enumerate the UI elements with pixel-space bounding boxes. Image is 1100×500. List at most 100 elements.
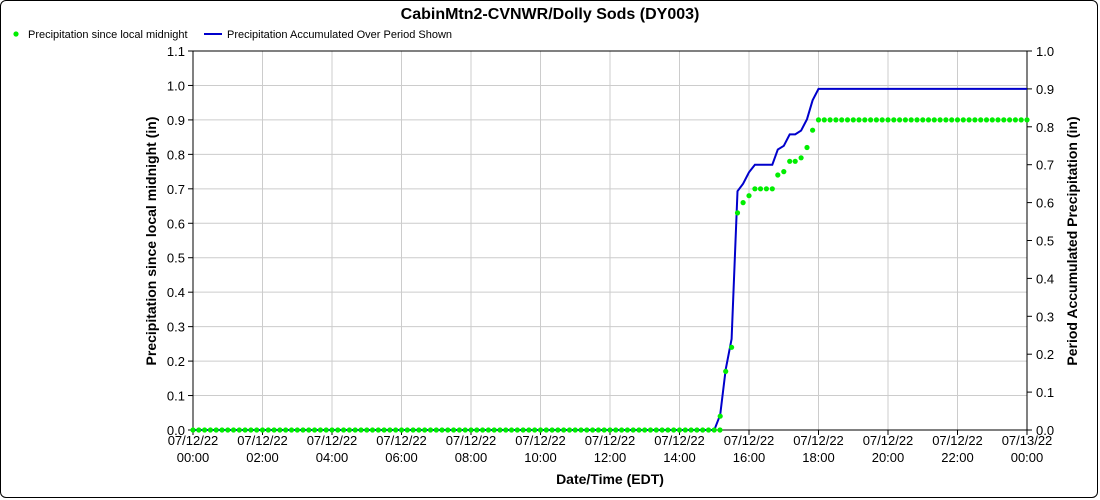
data-point [202, 427, 208, 433]
legend-marker-points [13, 31, 19, 37]
x-tick-label-time: 18:00 [802, 450, 835, 465]
data-point [358, 427, 364, 433]
data-point [995, 117, 1001, 123]
x-tick-label-time: 00:00 [177, 450, 210, 465]
data-point [717, 427, 723, 433]
data-point [798, 155, 804, 161]
data-point [323, 427, 329, 433]
data-point [1012, 117, 1019, 123]
data-point [433, 427, 439, 433]
data-point [242, 427, 248, 433]
y-tick-label-right: 0.2 [1036, 347, 1054, 362]
data-point [283, 427, 289, 433]
data-point [595, 427, 602, 433]
data-point [711, 427, 717, 433]
y-tick-label-left: 0.2 [167, 354, 185, 369]
data-point [920, 117, 926, 123]
data-point [213, 427, 219, 433]
legend-label-points: Precipitation since local midnight [28, 29, 188, 41]
x-tick-label-time: 02:00 [246, 450, 279, 465]
y-tick-label-left: 0.5 [167, 251, 185, 266]
data-point [404, 427, 410, 433]
data-point [925, 117, 932, 123]
data-point [265, 427, 271, 433]
y-tick-label-right: 0.6 [1036, 196, 1054, 211]
data-point [856, 117, 862, 123]
x-tick-label-time: 04:00 [316, 450, 349, 465]
data-point [688, 427, 694, 433]
data-point [659, 427, 665, 433]
data-point [294, 427, 300, 433]
x-tick-label-date: 07/12/22 [585, 433, 636, 448]
data-point [306, 427, 312, 433]
data-point [526, 427, 532, 433]
data-point [671, 427, 677, 433]
data-point [850, 117, 856, 123]
data-point [914, 117, 920, 123]
data-point [676, 427, 683, 433]
y-ticks-left: 0.0 0.1 0.2 0.3 0.4 0.5 0.6 0.7 0.8 0.9 1.0 1.1 [167, 44, 193, 438]
data-point [497, 427, 503, 433]
data-point [740, 200, 746, 206]
data-point [427, 427, 434, 433]
data-point [949, 117, 955, 123]
y-tick-label-left: 0.1 [167, 389, 185, 404]
data-point [561, 427, 567, 433]
y-tick-label-right: 0.7 [1036, 158, 1054, 173]
y-tick-label-right: 0.0 [1036, 423, 1054, 438]
data-point [480, 427, 486, 433]
data-point [723, 368, 729, 374]
data-point [364, 427, 370, 433]
x-tick-label-date: 07/12/22 [237, 433, 288, 448]
data-point [792, 158, 798, 164]
x-ticks: 07/12/22 00:00 07/12/22 02:00 07/12/22 04:00 0… [168, 430, 1052, 465]
data-point [341, 427, 347, 433]
data-point [572, 427, 578, 433]
data-point [1024, 117, 1030, 123]
data-point [537, 427, 544, 433]
data-point [624, 427, 631, 433]
data-point [259, 427, 266, 433]
data-point [804, 144, 810, 151]
data-point [462, 427, 468, 433]
data-point [393, 427, 399, 433]
data-point [815, 117, 822, 123]
data-point [966, 117, 972, 123]
data-point [729, 344, 735, 350]
data-point [734, 210, 741, 216]
data-point [578, 427, 584, 433]
y-tick-label-right: 0.5 [1036, 234, 1054, 249]
data-point [601, 427, 607, 433]
y-tick-label-left: 0.4 [167, 285, 185, 300]
data-point [700, 427, 706, 433]
data-point [508, 427, 515, 433]
data-point [665, 427, 671, 433]
data-point [763, 186, 770, 192]
data-point [960, 117, 966, 123]
data-point [439, 427, 445, 433]
data-point [954, 117, 961, 123]
data-point [346, 427, 352, 433]
grid [192, 50, 1028, 431]
data-point [821, 117, 827, 123]
data-point [868, 117, 874, 123]
y-tick-label-left: 1.1 [167, 44, 185, 59]
data-point [787, 158, 793, 164]
data-point [694, 427, 700, 433]
data-point [705, 427, 712, 433]
x-axis-label: Date/Time (EDT) [556, 471, 664, 487]
data-point [781, 169, 787, 175]
data-point [839, 117, 845, 123]
x-tick-label-time: 10:00 [524, 450, 557, 465]
data-point [752, 186, 758, 192]
data-point [398, 427, 405, 433]
x-tick-label-date: 07/12/22 [446, 433, 497, 448]
data-point [647, 427, 654, 433]
data-point [230, 427, 237, 433]
y-tick-label-left: 0.9 [167, 113, 185, 128]
data-point [891, 117, 897, 123]
data-point [746, 193, 752, 199]
data-point [607, 427, 613, 433]
y-tick-label-left: 0.3 [167, 320, 185, 335]
data-point [827, 117, 833, 123]
